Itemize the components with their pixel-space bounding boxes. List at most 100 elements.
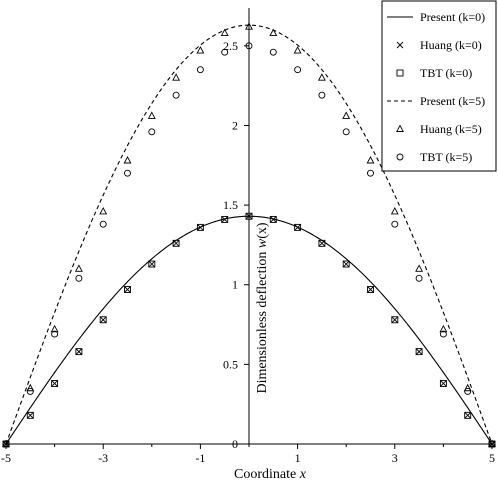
legend: Present (k=0) Huang (k=0) TBT (k=0) Present… bbox=[381, 0, 497, 172]
point-cross bbox=[197, 224, 204, 231]
point-cross bbox=[269, 216, 277, 223]
point-cross bbox=[440, 380, 447, 387]
point-cross bbox=[172, 239, 180, 247]
point-square bbox=[221, 215, 229, 223]
point-triangle bbox=[342, 111, 351, 119]
point-triangle bbox=[196, 46, 205, 54]
point-triangle bbox=[220, 28, 229, 37]
point-cross bbox=[124, 286, 131, 293]
point-triangle bbox=[269, 28, 278, 37]
point-square bbox=[367, 286, 374, 293]
point-circle bbox=[196, 66, 204, 74]
point-triangle bbox=[99, 207, 108, 215]
point-square bbox=[342, 260, 350, 268]
point-circle bbox=[2, 440, 10, 448]
point-cross bbox=[245, 212, 253, 220]
point-square bbox=[269, 215, 277, 223]
point-square bbox=[439, 380, 447, 387]
point-circle bbox=[221, 48, 229, 56]
legend-marker-square bbox=[396, 69, 404, 77]
point-triangle bbox=[488, 439, 496, 447]
curve-present-k-5 bbox=[5, 24, 493, 445]
legend-marker-circle bbox=[396, 153, 404, 161]
point-circle bbox=[124, 169, 131, 177]
point-triangle bbox=[50, 324, 59, 333]
point-square bbox=[99, 316, 107, 324]
point-cross bbox=[367, 286, 374, 293]
point-circle bbox=[318, 91, 326, 99]
point-square bbox=[75, 348, 83, 356]
point-triangle bbox=[366, 156, 375, 164]
point-cross bbox=[99, 316, 107, 324]
point-triangle bbox=[415, 264, 424, 272]
x-tick-label: 5 bbox=[489, 451, 495, 465]
legend-label: Present (k=0) bbox=[420, 10, 485, 24]
point-square bbox=[196, 223, 204, 231]
point-cross bbox=[391, 316, 399, 324]
point-triangle bbox=[2, 439, 10, 447]
point-cross bbox=[294, 224, 301, 231]
legend-box bbox=[381, 0, 497, 172]
y-tick-label: 2.5 bbox=[223, 39, 238, 53]
legend-label: TBT (k=0) bbox=[420, 66, 472, 80]
point-circle bbox=[415, 274, 423, 282]
x-tick-label: -1 bbox=[195, 451, 205, 465]
point-circle bbox=[488, 440, 496, 448]
x-tick-label: -5 bbox=[1, 451, 11, 465]
point-cross bbox=[342, 260, 350, 268]
point-circle bbox=[172, 91, 180, 99]
point-triangle bbox=[439, 324, 448, 333]
point-square bbox=[294, 223, 302, 231]
point-square bbox=[26, 411, 34, 419]
point-circle bbox=[269, 48, 277, 56]
point-triangle bbox=[26, 383, 35, 392]
x-axis-label: Coordinate x bbox=[234, 467, 307, 482]
point-square bbox=[464, 411, 472, 419]
legend-label: Huang (k=0) bbox=[420, 38, 482, 52]
y-tick-label: 0 bbox=[232, 437, 238, 451]
point-circle bbox=[148, 128, 156, 136]
point-circle bbox=[367, 169, 374, 177]
point-circle bbox=[439, 330, 447, 338]
point-triangle bbox=[317, 73, 326, 81]
point-circle bbox=[75, 274, 83, 282]
point-triangle bbox=[463, 383, 472, 392]
point-square bbox=[172, 239, 180, 247]
y-tick-label: 0.5 bbox=[223, 357, 238, 371]
x-tick-label: 3 bbox=[392, 451, 398, 465]
point-triangle bbox=[172, 73, 181, 81]
x-tick-label: -3 bbox=[98, 451, 108, 465]
y-tick-label: 1 bbox=[232, 278, 238, 292]
point-cross bbox=[318, 239, 326, 247]
point-square bbox=[415, 348, 423, 356]
point-cross bbox=[26, 412, 34, 419]
point-cross bbox=[415, 348, 423, 355]
point-circle bbox=[99, 220, 107, 228]
y-tick-label: 2 bbox=[232, 118, 238, 132]
point-triangle bbox=[293, 46, 302, 54]
point-circle bbox=[342, 128, 350, 136]
legend-label: TBT (k=5) bbox=[420, 150, 472, 164]
point-cross bbox=[148, 260, 156, 268]
legend-marker-triangle bbox=[396, 124, 404, 132]
point-cross bbox=[464, 412, 472, 419]
point-cross bbox=[75, 348, 83, 355]
y-axis-label: Dimensionless deflection w(x) bbox=[255, 222, 270, 393]
point-circle bbox=[51, 330, 59, 338]
point-circle bbox=[26, 387, 34, 395]
point-square bbox=[51, 380, 59, 387]
point-square bbox=[391, 316, 399, 324]
x-tick-label: 1 bbox=[295, 451, 301, 465]
y-ticks: 0 0.5 1 1.5 2 2.5 bbox=[223, 39, 249, 451]
point-circle bbox=[464, 387, 472, 395]
point-triangle bbox=[390, 207, 399, 215]
point-triangle bbox=[245, 22, 253, 30]
legend-marker-cross bbox=[396, 41, 404, 49]
legend-label: Huang (k=5) bbox=[420, 122, 482, 136]
point-square bbox=[318, 239, 326, 247]
point-cross bbox=[221, 216, 229, 223]
point-cross bbox=[51, 380, 58, 387]
point-circle bbox=[294, 66, 302, 74]
point-triangle bbox=[147, 111, 156, 119]
